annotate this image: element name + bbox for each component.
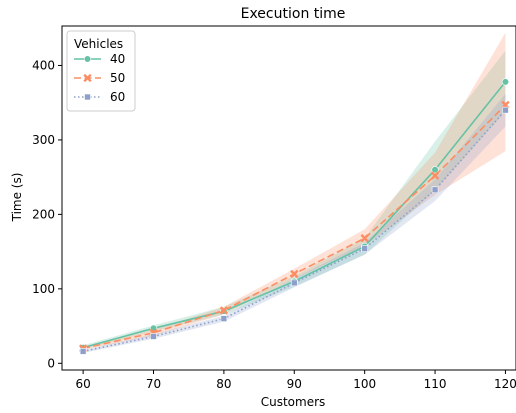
y-axis-label: Time (s): [10, 173, 24, 223]
marker-stroke: [430, 171, 440, 180]
legend: Vehicles 40 50 60: [66, 30, 136, 112]
y-tick-label: 400: [32, 58, 55, 72]
legend-label: 60: [110, 90, 125, 104]
marker-stroke: [83, 73, 92, 83]
data-point-60: [150, 333, 157, 340]
y-tick-label: 100: [32, 282, 55, 296]
legend-marker: [83, 55, 92, 63]
legend-item-40: 40: [74, 52, 125, 66]
x-axis-label: Customers: [261, 395, 326, 409]
legend-item-50: 50: [74, 71, 125, 85]
x-tick-label: 120: [494, 377, 516, 391]
legend-box: [66, 30, 136, 112]
series-line-40: [82, 81, 507, 349]
series-markers: [78, 78, 510, 355]
data-point-60: [220, 315, 228, 322]
data-point-60: [502, 106, 509, 114]
x-tick-label: 60: [75, 377, 90, 391]
legend-items: 40 50 60: [74, 52, 125, 104]
marker-stroke: [219, 306, 229, 315]
y-tick-label: 200: [32, 207, 55, 221]
data-point-60: [361, 245, 368, 252]
ci-bands: [83, 32, 506, 353]
legend-marker: [83, 73, 92, 83]
legend-marker: [84, 93, 91, 101]
x-tick-label: 70: [146, 377, 161, 391]
chart-title: Execution time: [241, 6, 346, 22]
data-point-50: [219, 306, 229, 315]
legend-item-60: 60: [74, 90, 125, 104]
ci-band-40: [83, 50, 506, 350]
legend-label: 50: [110, 71, 125, 85]
data-point-60: [79, 348, 87, 355]
data-point-40: [431, 166, 439, 174]
x-tick-label: 90: [287, 377, 302, 391]
plot-frame: [61, 25, 516, 371]
y-tick-label: 0: [47, 356, 55, 370]
y-tick-label: 300: [32, 133, 55, 147]
x-tick-label: 80: [216, 377, 231, 391]
ci-band-50: [83, 32, 506, 350]
x-tick-label: 110: [424, 377, 447, 391]
data-point-40: [501, 78, 510, 86]
legend-title: Vehicles: [74, 37, 123, 51]
data-point-60: [431, 186, 439, 194]
data-point-50: [430, 171, 440, 180]
marker-stroke: [360, 234, 369, 243]
x-axis-ticks: 60 70 80 90 100 110 120: [75, 370, 516, 391]
y-axis-ticks: 0 100 200 300 400: [32, 58, 62, 370]
data-point-50: [360, 234, 369, 243]
series-lines: [82, 81, 507, 353]
x-tick-label: 100: [353, 377, 376, 391]
legend-label: 40: [110, 52, 125, 66]
data-point-50: [290, 269, 299, 279]
marker-stroke: [290, 269, 299, 279]
data-point-60: [290, 279, 298, 287]
